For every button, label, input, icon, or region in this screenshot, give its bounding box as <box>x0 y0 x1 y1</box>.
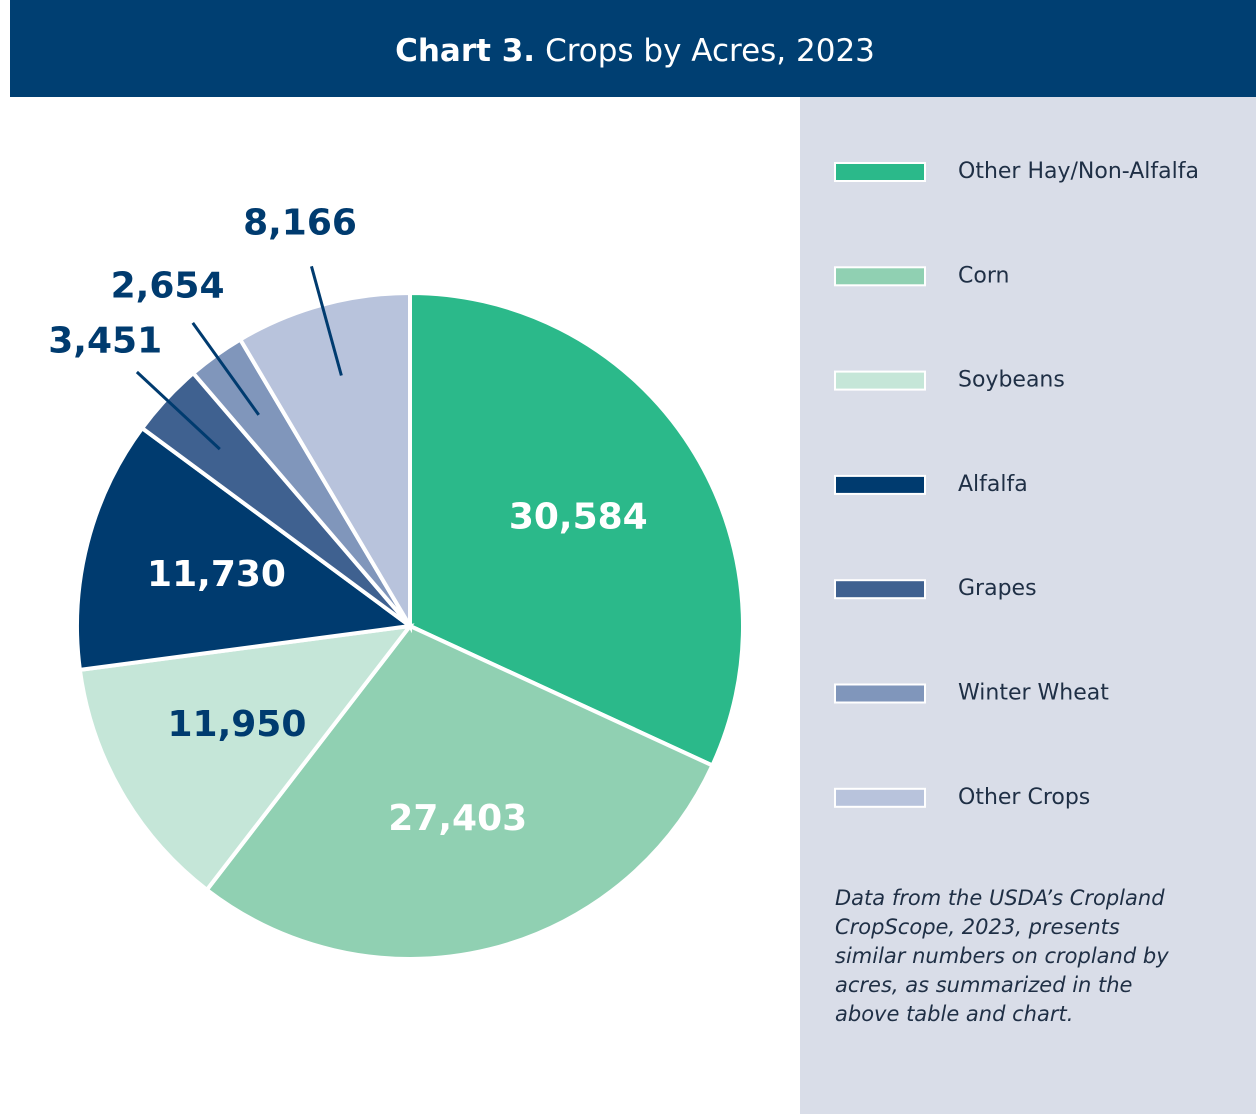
leader-line <box>135 370 221 451</box>
header-bar <box>10 0 1256 97</box>
data-label: 30,584 <box>509 496 648 537</box>
data-label: 11,950 <box>167 704 306 745</box>
legend-label: Other Crops <box>958 785 1090 810</box>
legend-swatch <box>834 579 926 600</box>
chart-title: Chart 3. Crops by Acres, 2023 <box>395 33 875 69</box>
title-text: Crops by Acres, 2023 <box>545 33 875 69</box>
legend-swatch <box>834 162 926 182</box>
data-label: 3,451 <box>48 321 162 362</box>
data-label: 8,166 <box>243 203 357 244</box>
legend-swatch <box>834 370 926 391</box>
title-label: Chart 3. <box>395 33 535 69</box>
pie-slice <box>75 425 416 673</box>
data-label: 11,730 <box>147 554 286 595</box>
data-label: 2,654 <box>111 266 225 307</box>
legend-label: Winter Wheat <box>958 681 1109 706</box>
legend-label: Grapes <box>958 576 1037 601</box>
legend-swatch <box>834 683 926 704</box>
legend-label: Alfalfa <box>958 472 1028 497</box>
pie-slice <box>408 290 745 769</box>
legend-swatch <box>834 787 926 808</box>
data-label: 27,403 <box>388 798 527 839</box>
pie-slice <box>77 623 415 893</box>
legend-label: Corn <box>958 263 1009 288</box>
legend-swatch <box>834 266 926 287</box>
leader-line <box>191 321 260 416</box>
legend-label: Other Hay/Non-Alfalfa <box>958 159 1199 184</box>
legend-label: Soybeans <box>958 368 1065 393</box>
legend-swatch <box>834 474 926 495</box>
pie-slice <box>204 623 716 961</box>
note: Data from the USDA’s Cropland CropScope,… <box>835 886 1169 1026</box>
leader-line <box>310 265 343 376</box>
